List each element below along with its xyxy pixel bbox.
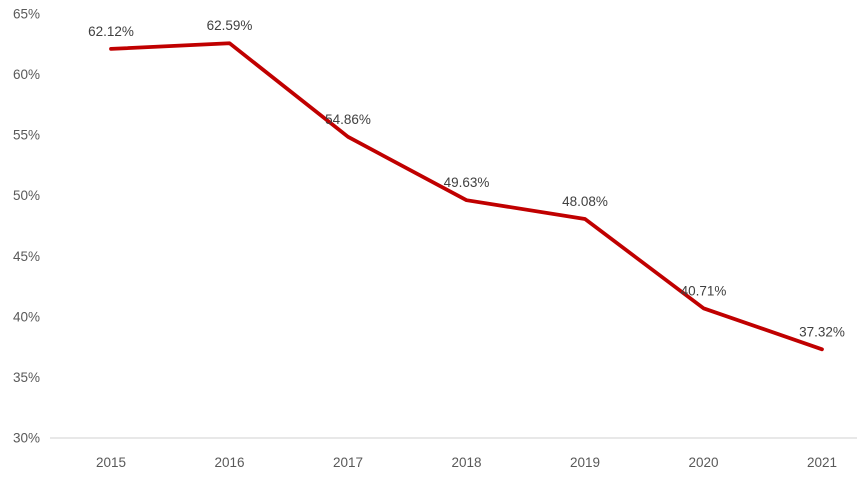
data-label: 40.71% [681,283,727,298]
data-label: 62.59% [207,18,253,33]
y-axis-tick-label: 30% [13,431,40,446]
y-axis-tick-label: 45% [13,249,40,264]
x-axis-tick-label: 2018 [451,455,481,470]
y-axis-tick-label: 40% [13,309,40,324]
x-axis-tick-label: 2015 [96,455,126,470]
x-axis-tick-label: 2019 [570,455,600,470]
data-label: 62.12% [88,24,134,39]
data-label: 54.86% [325,112,371,127]
data-label: 48.08% [562,194,608,209]
data-label: 37.32% [799,324,845,339]
x-axis-tick-label: 2016 [214,455,244,470]
x-axis-tick-label: 2017 [333,455,363,470]
x-axis-tick-label: 2020 [688,455,718,470]
data-label: 49.63% [444,175,490,190]
y-axis-tick-label: 35% [13,370,40,385]
y-axis-tick-label: 60% [13,67,40,82]
y-axis-tick-label: 50% [13,188,40,203]
y-axis-tick-label: 55% [13,128,40,143]
x-axis-tick-label: 2021 [807,455,837,470]
series-line [109,41,824,352]
y-axis-tick-label: 65% [13,7,40,22]
